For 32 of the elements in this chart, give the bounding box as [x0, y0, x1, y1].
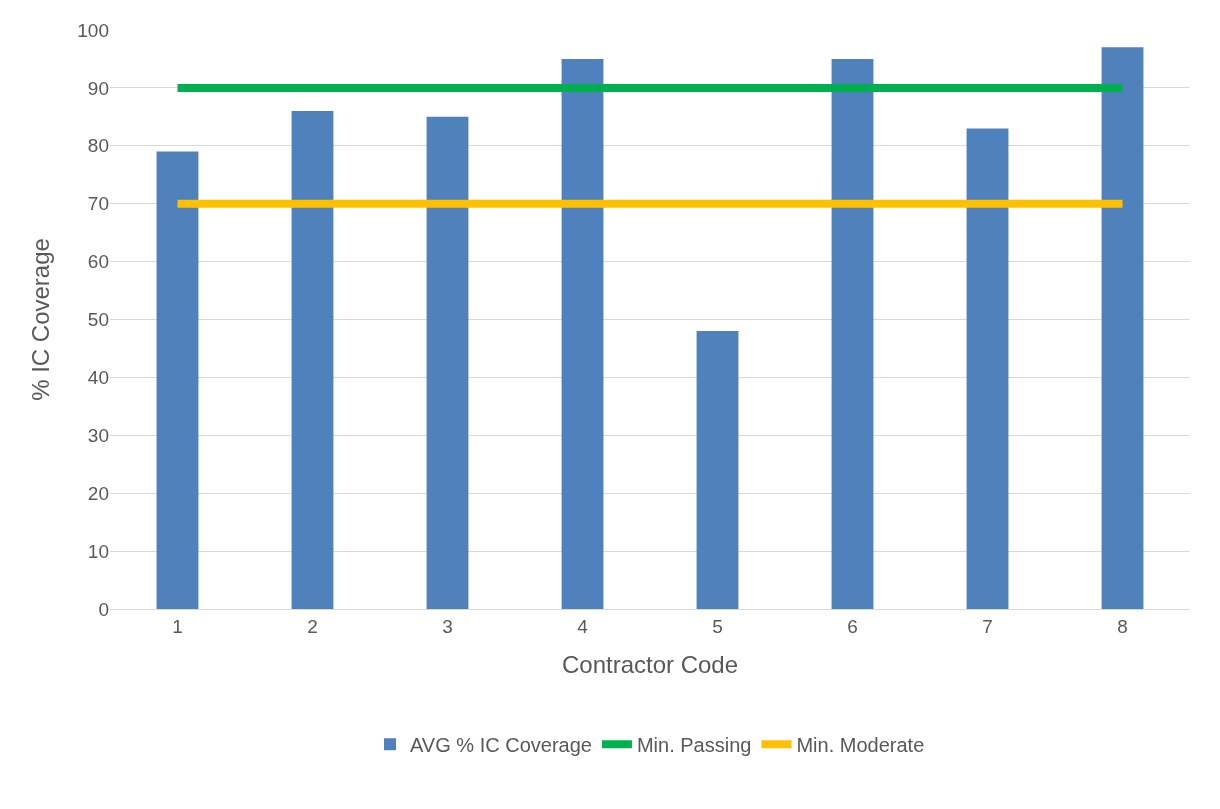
- y-tick-label: 40: [87, 367, 109, 389]
- y-tick-label: 70: [87, 193, 109, 215]
- y-tick-label: 20: [87, 482, 109, 504]
- y-tick-label: 80: [87, 135, 109, 157]
- bar: [966, 128, 1009, 609]
- y-tick-label: 90: [87, 77, 109, 99]
- x-tick-label: 8: [1117, 615, 1128, 637]
- bar: [156, 151, 199, 609]
- bar: [561, 58, 604, 609]
- y-tick-label: 30: [87, 424, 109, 446]
- legend-label: AVG % IC Coverage: [410, 734, 592, 757]
- bar: [426, 116, 469, 609]
- bar: [696, 331, 739, 609]
- y-axis-title: % IC Coverage: [27, 238, 55, 401]
- y-tick-label: 10: [87, 540, 109, 562]
- legend-label: Min. Passing: [636, 734, 752, 757]
- x-tick-label: 7: [982, 615, 993, 637]
- x-tick-label: 4: [577, 615, 589, 637]
- bar: [291, 111, 334, 609]
- y-tick-label: 50: [87, 309, 109, 331]
- x-tick-label: 6: [847, 615, 858, 637]
- y-tick-label: 100: [77, 19, 109, 41]
- legend-label: Min. Moderate: [796, 734, 925, 757]
- bar: [1101, 47, 1144, 609]
- x-tick-label: 2: [307, 615, 318, 637]
- x-tick-label: 3: [442, 615, 453, 637]
- y-tick-label: 0: [98, 598, 109, 620]
- x-tick-label: 1: [172, 615, 183, 637]
- x-tick-label: 5: [712, 615, 723, 637]
- x-axis-title: Contractor Code: [561, 651, 739, 679]
- bar: [831, 58, 874, 609]
- y-tick-label: 60: [87, 251, 109, 273]
